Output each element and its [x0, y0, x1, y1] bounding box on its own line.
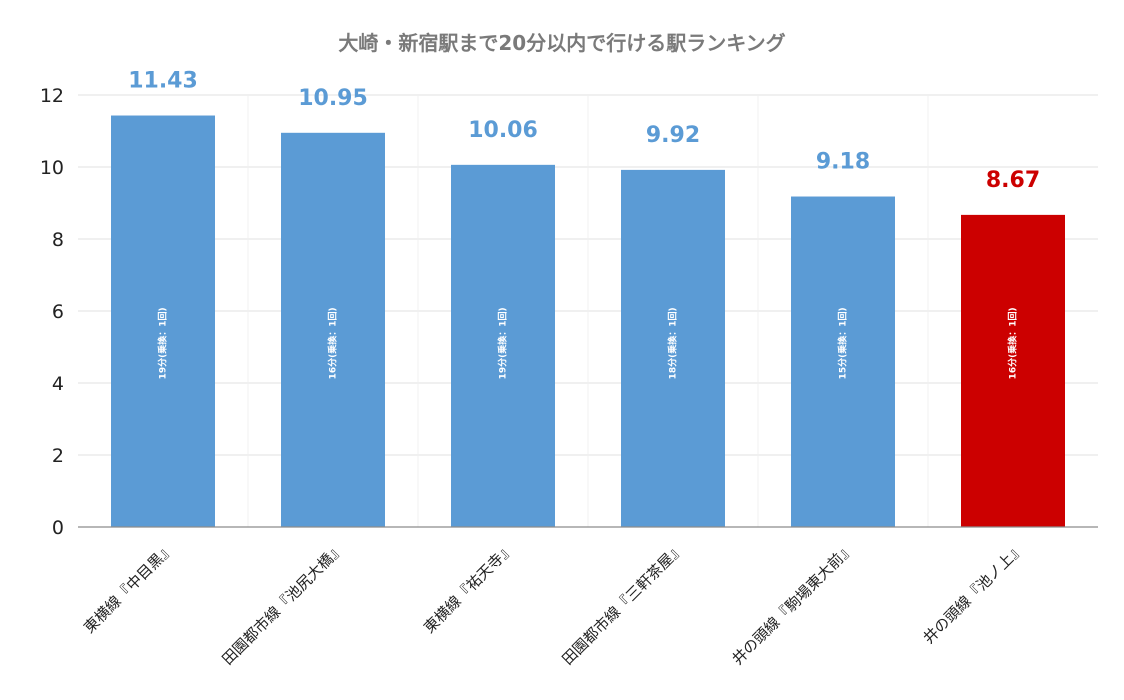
bar-5	[791, 196, 895, 527]
inner-bar-label: 16分(乗換：1回)	[1007, 307, 1019, 379]
x-tick-label: 東横線『中目黒』	[80, 539, 178, 637]
value-label: 10.95	[298, 86, 368, 111]
inner-bar-label: 19分(乗換：1回)	[157, 307, 169, 379]
value-label: 8.67	[986, 168, 1040, 193]
y-tick-label: 6	[52, 301, 64, 323]
inner-bar-label: 19分(乗換：1回)	[497, 307, 509, 379]
gridlines	[78, 94, 1098, 527]
value-label: 9.18	[816, 150, 870, 175]
y-tick-label: 4	[52, 373, 64, 395]
value-label: 9.92	[646, 123, 700, 148]
bar-1	[111, 115, 215, 528]
x-tick-label: 井の頭線『駒場東大前』	[728, 539, 857, 668]
chart-title: 大崎・新宿駅まで20分以内で行ける駅ランキング	[338, 31, 785, 55]
x-tick-label: 東横線『祐天寺』	[420, 539, 518, 637]
x-axis-ticks: 東横線『中目黒』 田園都市線『池尻大橋』 東横線『祐天寺』 田園都市線『三軒茶屋』 井の…	[80, 539, 1028, 668]
inner-bar-label: 18分(乗換：1回)	[667, 307, 679, 379]
y-tick-label: 10	[40, 157, 64, 179]
bar-3	[451, 164, 555, 527]
y-tick-label: 0	[52, 517, 64, 539]
y-tick-label: 12	[40, 85, 64, 107]
bar-2	[281, 132, 385, 528]
bar-4	[621, 169, 725, 527]
x-tick-label: 田園都市線『三軒茶屋』	[558, 539, 687, 668]
inner-bar-label: 15分(乗換：1回)	[837, 307, 849, 379]
bars	[111, 115, 1065, 528]
y-tick-label: 8	[52, 229, 64, 251]
inner-bar-label: 16分(乗換：1回)	[327, 307, 339, 379]
y-axis-ticks: 0 2 4 6 8 10 12	[40, 85, 64, 539]
value-labels: 11.43 19分(乗換：1回) 10.95 16分(乗換：1回) 10.06 19分(乗…	[128, 69, 1040, 380]
value-label: 11.43	[128, 69, 198, 94]
x-tick-label: 井の頭線『池ノ上』	[920, 539, 1028, 647]
y-tick-label: 2	[52, 445, 64, 467]
bar-6	[961, 214, 1065, 527]
value-label: 10.06	[468, 118, 538, 143]
x-tick-label: 田園都市線『池尻大橋』	[218, 539, 347, 668]
